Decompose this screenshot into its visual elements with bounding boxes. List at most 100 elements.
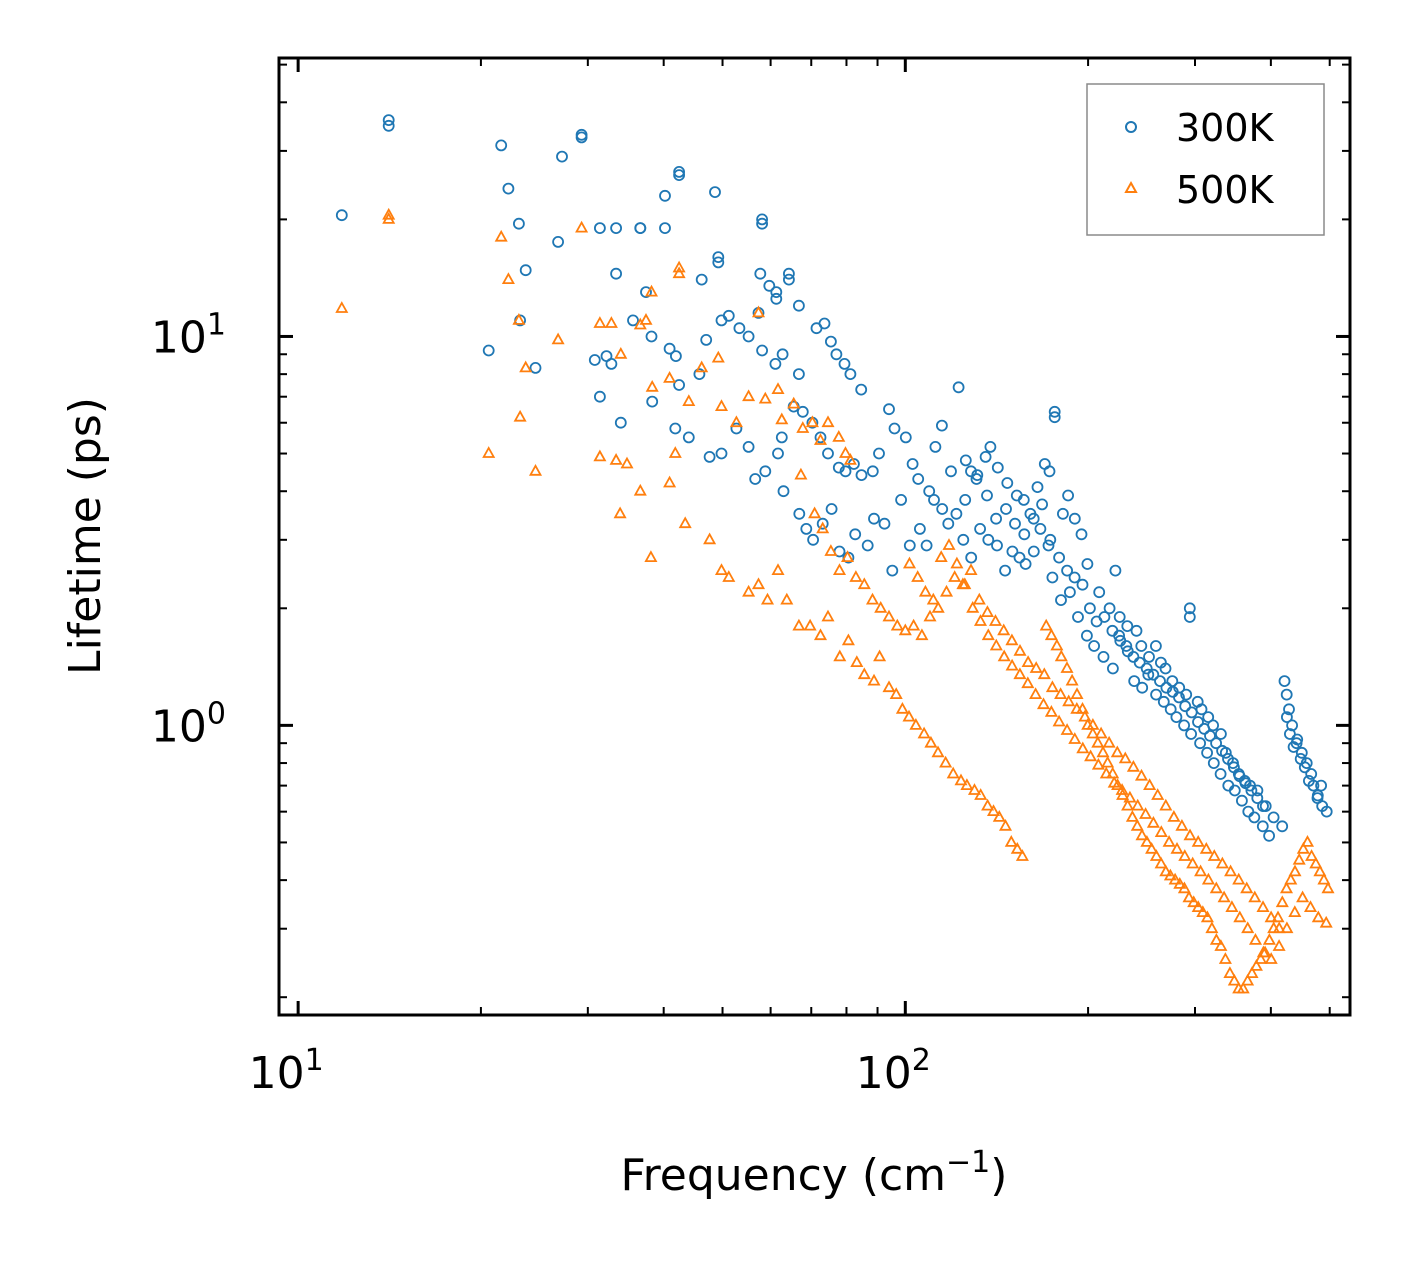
point-500k bbox=[593, 316, 607, 328]
point-500k bbox=[924, 735, 938, 748]
point-300k bbox=[1222, 753, 1234, 765]
point-300k bbox=[1311, 789, 1324, 802]
point-300k bbox=[1307, 779, 1320, 792]
point-500k bbox=[1159, 798, 1173, 811]
point-500k bbox=[644, 550, 658, 562]
point-300k bbox=[1210, 737, 1222, 750]
point-300k bbox=[1048, 411, 1061, 424]
point-500k bbox=[1140, 835, 1154, 847]
point-300k bbox=[610, 267, 622, 280]
point-500k bbox=[1264, 952, 1278, 964]
point-300k bbox=[1204, 729, 1216, 742]
point-500k bbox=[1214, 939, 1228, 951]
point-300k bbox=[552, 235, 564, 248]
point-500k bbox=[1004, 835, 1018, 847]
point-500k bbox=[1288, 905, 1302, 917]
point-300k bbox=[382, 119, 395, 132]
point-500k bbox=[1115, 783, 1129, 795]
point-500k bbox=[614, 346, 628, 359]
legend-frame bbox=[1086, 83, 1325, 236]
point-300k bbox=[1236, 794, 1248, 807]
point-300k bbox=[1298, 761, 1311, 774]
point-300k bbox=[709, 186, 721, 199]
point-500k bbox=[1029, 687, 1043, 699]
point-500k bbox=[771, 563, 785, 575]
point-500k bbox=[997, 649, 1011, 662]
point-300k bbox=[920, 539, 933, 552]
legend-marker-500k bbox=[1124, 180, 1138, 193]
point-500k bbox=[1209, 881, 1223, 894]
point-300k bbox=[1202, 711, 1215, 723]
point-500k bbox=[1215, 856, 1229, 869]
point-300k bbox=[1180, 688, 1193, 701]
point-300k bbox=[742, 440, 755, 453]
point-300k bbox=[1001, 477, 1014, 489]
point-500k bbox=[1078, 709, 1092, 722]
point-500k bbox=[890, 618, 904, 631]
point-300k bbox=[1061, 564, 1073, 577]
y-tick-label: 100 bbox=[151, 696, 226, 752]
point-500k bbox=[1217, 890, 1231, 903]
point-300k bbox=[556, 150, 568, 163]
point-500k bbox=[1236, 981, 1250, 994]
point-500k bbox=[1086, 726, 1100, 739]
point-500k bbox=[742, 584, 756, 597]
point-500k bbox=[1223, 966, 1237, 978]
point-300k bbox=[715, 447, 728, 460]
point-500k bbox=[1264, 910, 1278, 923]
point-500k bbox=[1145, 841, 1159, 854]
x-tick-label: 102 bbox=[856, 1043, 931, 1099]
point-500k bbox=[482, 446, 496, 458]
point-500k bbox=[849, 570, 863, 582]
point-500k bbox=[1227, 973, 1241, 986]
point-500k bbox=[1151, 788, 1165, 800]
point-500k bbox=[1101, 755, 1115, 768]
point-300k bbox=[1276, 820, 1289, 833]
point-500k bbox=[1139, 807, 1153, 819]
point-300k bbox=[673, 169, 685, 182]
point-300k bbox=[1173, 691, 1185, 704]
point-300k bbox=[529, 361, 542, 374]
point-300k bbox=[1201, 746, 1213, 759]
point-300k bbox=[783, 267, 795, 280]
point-500k bbox=[813, 628, 828, 641]
point-300k bbox=[971, 469, 984, 482]
point-500k bbox=[1319, 915, 1333, 928]
point-300k bbox=[814, 431, 827, 444]
point-300k bbox=[1183, 611, 1196, 623]
point-300k bbox=[830, 348, 843, 361]
point-300k bbox=[640, 286, 652, 299]
point-500k bbox=[1084, 749, 1098, 762]
point-500k bbox=[551, 332, 565, 345]
point-300k bbox=[959, 454, 972, 467]
point-300k bbox=[1006, 545, 1019, 558]
point-300k bbox=[775, 431, 788, 444]
point-500k bbox=[1060, 723, 1074, 735]
point-500k bbox=[528, 463, 543, 476]
point-500k bbox=[805, 415, 819, 428]
series-500k bbox=[335, 207, 1335, 994]
point-500k bbox=[882, 609, 896, 622]
point-300k bbox=[1207, 757, 1220, 769]
point-500k bbox=[918, 584, 932, 597]
point-500k bbox=[501, 272, 515, 285]
point-500k bbox=[796, 421, 810, 433]
point-500k bbox=[939, 755, 953, 768]
point-500k bbox=[1313, 864, 1327, 877]
point-300k bbox=[923, 485, 936, 498]
point-500k bbox=[751, 305, 766, 318]
point-500k bbox=[1013, 667, 1027, 680]
point-500k bbox=[794, 467, 808, 480]
point-300k bbox=[991, 461, 1004, 474]
point-500k bbox=[633, 483, 647, 496]
point-300k bbox=[1136, 681, 1149, 694]
point-500k bbox=[780, 592, 794, 605]
point-300k bbox=[914, 523, 926, 535]
point-300k bbox=[1018, 528, 1031, 541]
plot-frame bbox=[277, 56, 1352, 1017]
point-500k bbox=[1044, 705, 1058, 717]
point-300k bbox=[673, 379, 685, 391]
point-300k bbox=[610, 222, 622, 235]
point-300k bbox=[1316, 800, 1329, 812]
point-300k bbox=[895, 493, 907, 506]
